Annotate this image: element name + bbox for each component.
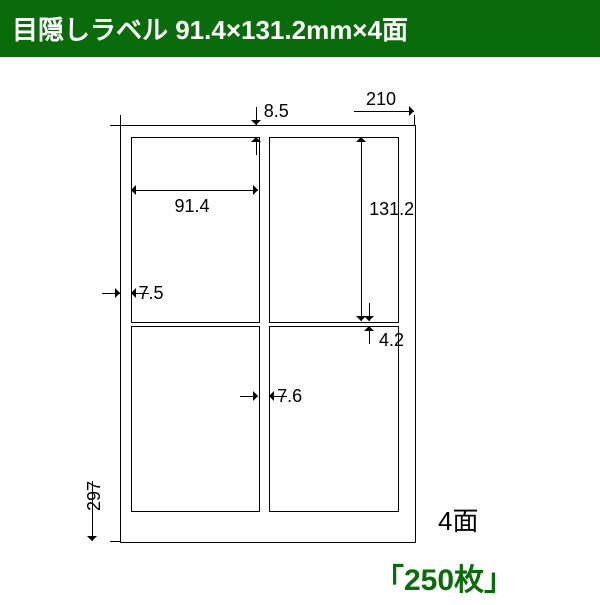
tick-tl xyxy=(120,115,121,125)
dim-margin-left-lah xyxy=(115,288,120,298)
sheet-w-ah xyxy=(409,106,414,116)
header-bar: 目隠しラベル 91.4×131.2mm×4面 xyxy=(0,0,600,57)
label-rect-1 xyxy=(269,137,399,323)
dim-label-h-line xyxy=(361,137,362,321)
dim-label-w-line xyxy=(131,190,259,191)
dim-margin-left-rah xyxy=(131,288,136,298)
dim-gap-h-lah xyxy=(253,391,258,401)
dim-margin-left-txt: 7.5 xyxy=(139,283,164,304)
dim-gap-h-rah xyxy=(269,391,274,401)
tick-lb xyxy=(110,541,120,542)
dim-label-w-txt: 91.4 xyxy=(174,196,209,217)
dim-label-h-ah-u xyxy=(356,137,366,142)
dim-sheet-w: 210 xyxy=(366,89,396,110)
faces-label: 4面 xyxy=(438,501,478,538)
header-text: 目隠しラベル 91.4×131.2mm×4面 xyxy=(12,15,408,45)
dim-gap-v-txt: 4.2 xyxy=(379,330,404,351)
dim-margin-top-txt: 8.5 xyxy=(264,101,289,122)
dim-gap-h-txt: 7.6 xyxy=(277,386,302,407)
tick-tr xyxy=(414,115,415,125)
label-rect-2 xyxy=(131,326,261,512)
dim-gap-v-bah xyxy=(364,326,374,331)
dim-margin-top-tah xyxy=(251,120,261,125)
tick-lt xyxy=(110,125,120,126)
diagram-stage: 210 297 8.5 91.4 131.2 7.5 4.2 7.6 4面「250枚」 xyxy=(0,57,600,605)
dim-margin-top-bah xyxy=(251,137,261,142)
dim-label-w-ah-l xyxy=(131,185,136,195)
dim-sheet-h: 297 xyxy=(84,481,105,511)
dim-label-h-txt: 131.2 xyxy=(369,199,414,220)
sheets-label: 「250枚」 xyxy=(374,555,514,599)
sheet-h-line xyxy=(92,481,93,541)
sheet-w-line xyxy=(354,111,414,112)
dim-gap-v-tah xyxy=(364,316,374,321)
label-rect-3 xyxy=(269,326,399,512)
sheet-h-ah xyxy=(87,536,97,541)
dim-label-w-ah-r xyxy=(253,185,258,195)
